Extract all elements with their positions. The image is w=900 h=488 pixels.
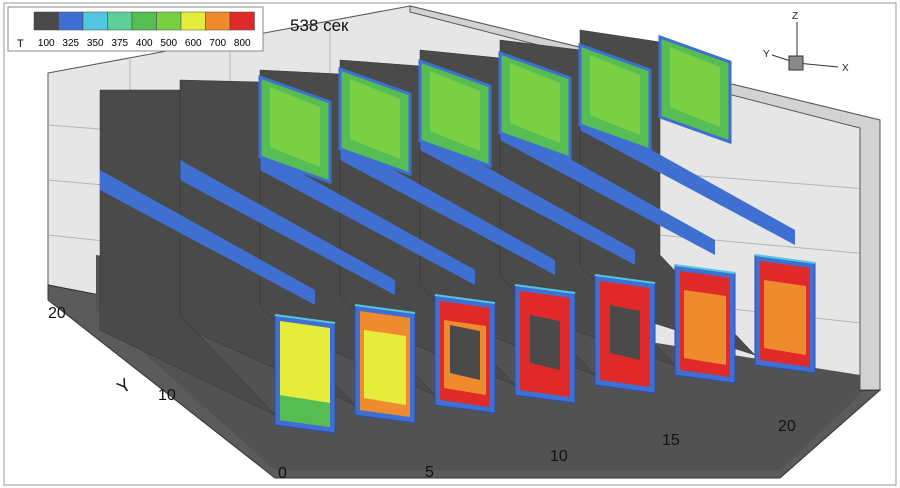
- slice-upper-core: [510, 63, 560, 143]
- legend-swatch: [180, 11, 206, 31]
- slice-upper-core: [430, 71, 480, 151]
- legend-tick-label: 350: [87, 38, 104, 49]
- triad-x-label: X: [842, 63, 849, 74]
- slice-edge: [754, 254, 816, 264]
- legend-swatches: [33, 11, 255, 31]
- slice-edge: [514, 284, 576, 294]
- legend-swatch: [229, 11, 255, 31]
- slice-edge: [594, 274, 656, 284]
- triad-y-label: Y: [763, 49, 770, 60]
- legend-swatch: [156, 11, 182, 31]
- y-axis-ticks: 0 10 20: [48, 305, 287, 482]
- legend-tick-label: 375: [111, 38, 128, 49]
- x-tick-label: 15: [662, 432, 680, 449]
- slice-hot-core: [364, 330, 406, 405]
- x-tick-label: 5: [425, 464, 434, 481]
- slice-cold-band: [340, 140, 555, 275]
- legend-labels: 100 325 350 375 400 500 600 700 800: [38, 38, 251, 49]
- slice-edge: [434, 294, 496, 304]
- slice-upper-core: [670, 47, 720, 127]
- slice-group: [99, 29, 816, 434]
- slice-hot-core: [284, 340, 326, 415]
- triad-x-axis: [796, 62, 839, 68]
- legend-swatch: [205, 11, 231, 31]
- x-tick-label: 10: [550, 448, 568, 465]
- y-tick-label: 10: [158, 387, 176, 404]
- legend-swatch: [82, 11, 108, 31]
- temperature-slice: [99, 89, 336, 434]
- slice-cold-core: [450, 325, 480, 380]
- chart-title: 538 сек: [290, 16, 349, 35]
- slice-upper-core: [350, 79, 400, 159]
- slice-wall: [99, 89, 276, 416]
- legend-swatch: [33, 11, 59, 31]
- legend-tick-label: 800: [234, 38, 251, 49]
- axis-triad: Z X Y: [763, 11, 849, 74]
- temperature-slice: [179, 74, 416, 424]
- slice-cold-band: [420, 130, 635, 265]
- legend-tick-label: 700: [209, 38, 226, 49]
- slice-cold-core: [530, 315, 560, 370]
- slice-cold-band: [100, 170, 315, 305]
- slice-upper-core: [270, 87, 320, 167]
- legend-tick-label: 400: [136, 38, 153, 49]
- legend-swatch: [131, 11, 157, 31]
- legend-tick-label: 600: [185, 38, 202, 49]
- slice-edge: [674, 264, 736, 274]
- legend: T 100 325 350 375 400 500 600 700 800: [7, 6, 264, 52]
- slice-hot-core: [684, 290, 726, 365]
- slice-edge: [274, 314, 336, 324]
- legend-swatch: [58, 11, 84, 31]
- legend-swatch: [107, 11, 133, 31]
- legend-tick-label: 100: [38, 38, 55, 49]
- x-axis-ticks: 5 10 15 20: [425, 418, 796, 481]
- x-tick-label: 20: [778, 418, 796, 435]
- slice-cold-band: [260, 150, 475, 285]
- triad-cube: [788, 55, 804, 71]
- slice-cold-core: [610, 305, 640, 360]
- y-tick-label: 0: [278, 465, 287, 482]
- triad-z-label: Z: [792, 11, 798, 22]
- legend-tick-label: 325: [62, 38, 79, 49]
- slice-edge: [354, 304, 416, 314]
- slice-hot-core: [764, 280, 806, 355]
- legend-variable-label: T: [17, 38, 24, 50]
- slice-upper-core: [590, 55, 640, 135]
- slice-cold-band: [180, 160, 395, 295]
- legend-tick-label: 500: [160, 38, 177, 49]
- y-tick-label: 20: [48, 305, 66, 322]
- slice-bottom-green: [280, 395, 330, 427]
